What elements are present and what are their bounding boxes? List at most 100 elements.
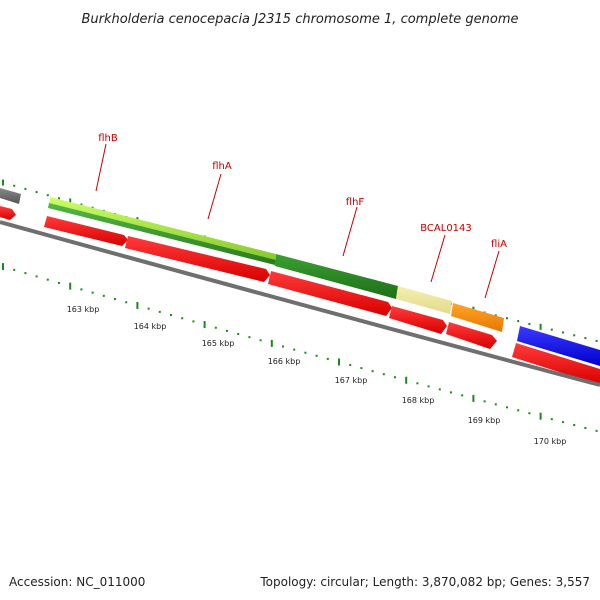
genome-backbone	[0, 220, 600, 387]
minor-tick	[46, 194, 49, 197]
minor-tick	[450, 391, 452, 394]
minor-tick	[349, 364, 352, 367]
minor-tick	[58, 197, 60, 200]
minor-tick	[416, 382, 419, 385]
kbp-label: 170 kbp	[534, 437, 567, 446]
kbp-label: 169 kbp	[468, 416, 501, 425]
cds-arrow[interactable]	[512, 343, 600, 385]
major-tick	[338, 358, 340, 366]
minor-tick	[517, 320, 520, 323]
minor-tick	[91, 206, 94, 209]
minor-tick	[461, 394, 464, 397]
minor-tick	[483, 400, 486, 403]
minor-tick	[46, 278, 49, 281]
minor-tick	[293, 348, 296, 351]
major-tick	[2, 179, 4, 186]
kbp-label: 167 kbp	[335, 376, 368, 385]
minor-tick	[13, 268, 16, 271]
minor-tick	[573, 334, 576, 337]
gene-fliA[interactable]	[451, 303, 504, 332]
gene-flhF[interactable]	[275, 254, 398, 299]
gene-label-flhF[interactable]: flhF	[346, 197, 365, 208]
minor-tick	[91, 291, 94, 294]
minor-tick	[360, 367, 363, 370]
kbp-label: 165 kbp	[202, 339, 235, 348]
gene-label-fliA[interactable]: fliA	[491, 239, 507, 250]
gene-labels: flhB flhA flhF BCAL0143 fliA	[95, 133, 507, 299]
major-tick	[472, 394, 475, 402]
gene-label-BCAL0143[interactable]: BCAL0143	[420, 223, 472, 234]
gene-band	[0, 188, 600, 366]
minor-tick	[102, 294, 105, 297]
kbp-label: 164 kbp	[134, 322, 167, 331]
inner-tick-row	[2, 263, 598, 432]
minor-tick	[517, 409, 520, 412]
minor-tick	[506, 406, 508, 409]
minor-tick	[147, 307, 150, 310]
minor-tick	[326, 357, 329, 360]
minor-tick	[237, 333, 240, 336]
major-tick	[69, 198, 72, 205]
minor-tick	[528, 412, 531, 415]
major-tick	[539, 412, 542, 420]
minor-tick	[158, 310, 161, 313]
major-tick	[203, 321, 206, 329]
minor-tick	[80, 203, 83, 206]
minor-tick	[226, 329, 228, 332]
minor-tick	[13, 184, 16, 187]
minor-tick	[35, 191, 38, 194]
minor-tick	[304, 351, 307, 354]
minor-tick	[170, 314, 172, 317]
cds-arrow[interactable]	[446, 322, 497, 349]
minor-tick	[382, 373, 385, 376]
minor-tick	[562, 421, 564, 424]
minor-tick	[506, 317, 508, 320]
minor-tick	[181, 317, 184, 320]
cds-arrow[interactable]	[44, 216, 128, 246]
minor-tick	[80, 288, 83, 291]
minor-tick	[114, 298, 116, 301]
minor-tick	[584, 337, 587, 340]
major-tick	[69, 282, 72, 290]
cds-arrow[interactable]	[389, 306, 447, 334]
cds-arrow[interactable]	[268, 271, 392, 316]
major-tick	[2, 263, 4, 271]
gene-BCAL0143[interactable]	[396, 286, 452, 314]
minor-tick	[573, 424, 576, 427]
minor-tick	[595, 429, 598, 432]
major-tick	[270, 339, 273, 347]
major-tick	[405, 376, 408, 384]
gene-next[interactable]	[517, 326, 600, 366]
minor-tick	[35, 275, 38, 278]
minor-tick	[58, 281, 60, 284]
minor-tick	[550, 418, 553, 421]
minor-tick	[494, 403, 497, 406]
minor-tick	[282, 345, 284, 348]
major-tick	[539, 323, 542, 330]
gene-flhA[interactable]	[48, 203, 276, 265]
minor-tick	[494, 314, 497, 317]
gene-label-flhB[interactable]: flhB	[98, 133, 118, 144]
minor-tick	[371, 370, 374, 373]
cds-band	[0, 206, 600, 385]
minor-tick	[562, 331, 564, 334]
minor-tick	[192, 320, 195, 323]
map-title: Burkholderia cenocepacia J2315 chromosom…	[81, 12, 518, 27]
gene-label-flhA[interactable]: flhA	[212, 161, 232, 172]
major-tick	[136, 301, 139, 309]
gene-prev[interactable]	[0, 188, 21, 204]
kbp-label: 166 kbp	[268, 357, 301, 366]
kbp-label: 168 kbp	[402, 396, 435, 405]
minor-tick	[427, 385, 430, 388]
minor-tick	[24, 187, 27, 190]
kbp-label: 163 kbp	[67, 305, 100, 314]
minor-tick	[315, 354, 318, 357]
cds-arrow[interactable]	[0, 206, 16, 220]
minor-tick	[595, 339, 598, 342]
minor-tick	[394, 376, 396, 379]
accession-text: Accession: NC_011000	[9, 575, 145, 589]
cds-arrow[interactable]	[125, 236, 270, 282]
minor-tick	[584, 426, 587, 429]
minor-tick	[24, 272, 27, 275]
